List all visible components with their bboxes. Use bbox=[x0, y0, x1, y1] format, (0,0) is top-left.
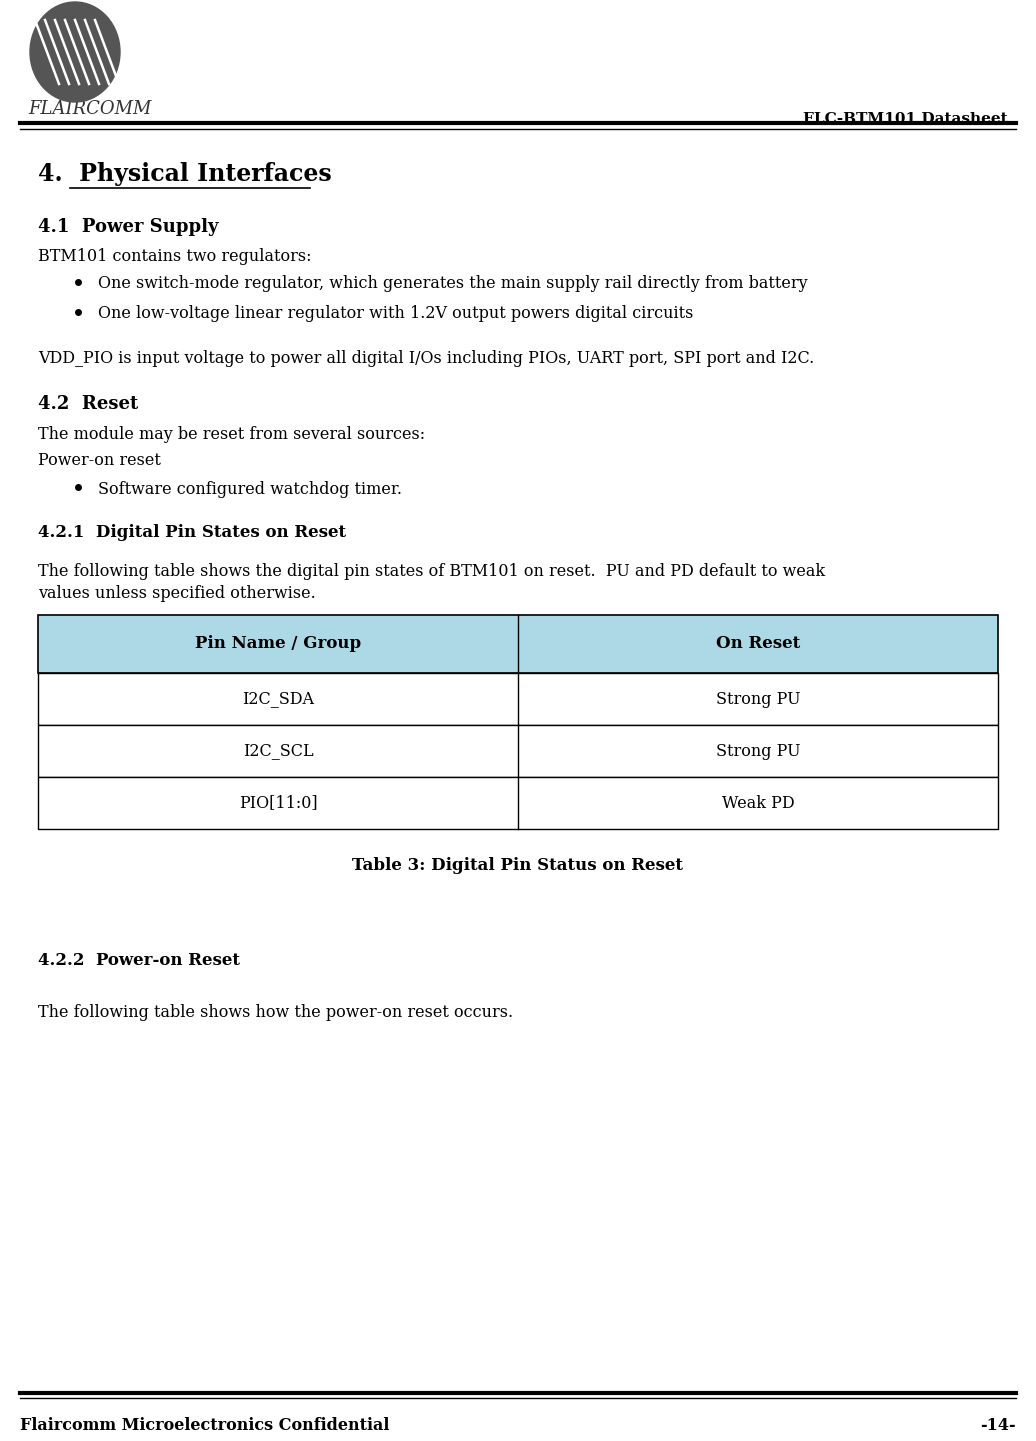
Text: Strong PU: Strong PU bbox=[716, 690, 801, 708]
Text: 4.1  Power Supply: 4.1 Power Supply bbox=[38, 218, 219, 236]
Text: PIO[11:0]: PIO[11:0] bbox=[238, 794, 317, 811]
Text: Power-on reset: Power-on reset bbox=[38, 452, 161, 468]
Bar bbox=[38, 615, 998, 673]
Text: 4.2.2  Power-on Reset: 4.2.2 Power-on Reset bbox=[38, 953, 240, 968]
Text: I2C_SDA: I2C_SDA bbox=[242, 690, 314, 708]
Text: -14-: -14- bbox=[980, 1417, 1016, 1434]
Text: One low-voltage linear regulator with 1.2V output powers digital circuits: One low-voltage linear regulator with 1.… bbox=[98, 305, 693, 321]
Text: BTM101 contains two regulators:: BTM101 contains two regulators: bbox=[38, 248, 312, 265]
Bar bbox=[38, 725, 998, 777]
Text: FLAIRCOMM: FLAIRCOMM bbox=[28, 99, 151, 118]
Text: One switch-mode regulator, which generates the main supply rail directly from ba: One switch-mode regulator, which generat… bbox=[98, 275, 808, 293]
Text: 4.2.1  Digital Pin States on Reset: 4.2.1 Digital Pin States on Reset bbox=[38, 525, 346, 540]
Text: Software configured watchdog timer.: Software configured watchdog timer. bbox=[98, 481, 402, 499]
Text: FLC-BTM101 Datasheet: FLC-BTM101 Datasheet bbox=[803, 112, 1008, 125]
Text: Weak PD: Weak PD bbox=[722, 794, 795, 811]
Text: Pin Name / Group: Pin Name / Group bbox=[195, 635, 362, 653]
Text: The following table shows the digital pin states of BTM101 on reset.  PU and PD : The following table shows the digital pi… bbox=[38, 563, 825, 579]
Text: Flaircomm Microelectronics Confidential: Flaircomm Microelectronics Confidential bbox=[20, 1417, 390, 1434]
Text: On Reset: On Reset bbox=[716, 635, 800, 653]
Ellipse shape bbox=[30, 1, 120, 102]
Text: The module may be reset from several sources:: The module may be reset from several sou… bbox=[38, 427, 425, 442]
Text: values unless specified otherwise.: values unless specified otherwise. bbox=[38, 585, 316, 602]
Text: The following table shows how the power-on reset occurs.: The following table shows how the power-… bbox=[38, 1004, 513, 1022]
Text: Table 3: Digital Pin Status on Reset: Table 3: Digital Pin Status on Reset bbox=[352, 857, 684, 875]
Text: 4.  Physical Interfaces: 4. Physical Interfaces bbox=[38, 161, 332, 186]
Bar bbox=[38, 777, 998, 829]
Text: I2C_SCL: I2C_SCL bbox=[242, 742, 313, 759]
Text: 4.2  Reset: 4.2 Reset bbox=[38, 395, 138, 414]
Text: Strong PU: Strong PU bbox=[716, 742, 801, 759]
Text: VDD_PIO is input voltage to power all digital I/Os including PIOs, UART port, SP: VDD_PIO is input voltage to power all di… bbox=[38, 350, 814, 367]
Bar bbox=[38, 673, 998, 725]
